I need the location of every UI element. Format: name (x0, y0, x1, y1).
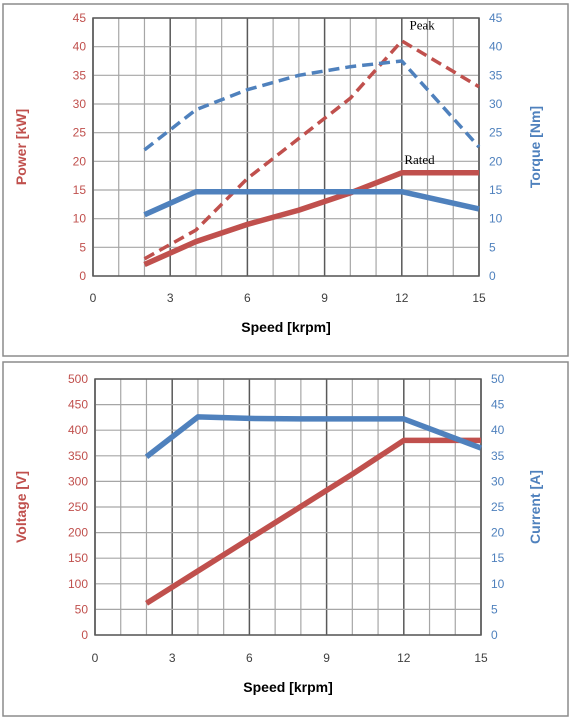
x-axis-title: Speed [krpm] (243, 679, 332, 695)
x-tick-label: 6 (246, 651, 253, 665)
annotation-rated: Rated (404, 152, 435, 167)
y-tick-label: 10 (73, 212, 87, 226)
y-tick-label: 300 (68, 474, 88, 488)
x-tick-label: 3 (167, 291, 174, 305)
x-tick-label: 9 (321, 291, 328, 305)
x-tick-label: 9 (323, 651, 330, 665)
y-tick-label: 35 (73, 68, 87, 82)
y-axis-title: Power [kW] (13, 109, 29, 185)
x-tick-label: 12 (397, 651, 411, 665)
y2-tick-label: 40 (489, 40, 503, 54)
y-tick-label: 40 (73, 40, 87, 54)
y2-tick-label: 5 (489, 240, 496, 254)
y-tick-label: 50 (75, 602, 89, 616)
y2-axis-title: Torque [Nm] (527, 106, 543, 188)
power-torque-chart: 0 5 10 15 20 25 30 35 40 45 0 5 10 15 20 25 30 35 40 45 0 3 6 9… (13, 11, 543, 335)
x-tick-label: 0 (92, 651, 99, 665)
x-tick-label: 0 (90, 291, 97, 305)
y2-tick-label: 10 (491, 577, 505, 591)
y-tick-label: 150 (68, 551, 88, 565)
y2-tick-label: 10 (489, 212, 503, 226)
y2-axis-title: Current [A] (527, 470, 543, 544)
series-line-red-solid-left (145, 437, 481, 606)
y2-tick-label: 50 (491, 372, 505, 386)
y-tick-label: 200 (68, 526, 88, 540)
y2-tick-label: 45 (489, 11, 503, 25)
y-tick-label: 0 (79, 269, 86, 283)
y2-tick-label: 35 (489, 68, 503, 82)
y2-tick-label: 30 (491, 474, 505, 488)
y-tick-label: 15 (73, 183, 87, 197)
y-tick-label: 30 (73, 97, 87, 111)
series-line-blue-solid-right (143, 188, 480, 218)
y-tick-label: 25 (73, 126, 87, 140)
x-tick-label: 3 (169, 651, 176, 665)
y-tick-label: 500 (68, 372, 88, 386)
chart-panel-power-torque (2, 3, 569, 357)
plot-area (94, 378, 482, 636)
voltage-current-chart: 0501001502002503003504004505000510152025… (13, 372, 543, 695)
x-tick-label: 12 (395, 291, 409, 305)
y-tick-label: 250 (68, 500, 88, 514)
y2-tick-label: 15 (491, 551, 505, 565)
gridlines (94, 378, 482, 636)
y-axis-title: Voltage [V] (13, 471, 29, 543)
y2-tick-label: 45 (491, 398, 505, 412)
y2-tick-label: 20 (491, 526, 505, 540)
x-tick-label: 15 (472, 291, 486, 305)
series-line-red-solid-left (143, 170, 479, 268)
y2-tick-label: 0 (489, 269, 496, 283)
y2-tick-label: 0 (491, 628, 498, 642)
y2-tick-label: 20 (489, 154, 503, 168)
y-tick-label: 20 (73, 154, 87, 168)
x-axis-title: Speed [krpm] (241, 319, 330, 335)
series-line-blue-solid-right (144, 414, 482, 459)
y2-tick-label: 5 (491, 602, 498, 616)
y2-tick-label: 15 (489, 183, 503, 197)
x-tick-label: 6 (244, 291, 251, 305)
y-tick-label: 450 (68, 398, 88, 412)
y-tick-label: 350 (68, 449, 88, 463)
y-tick-label: 400 (68, 423, 88, 437)
y2-tick-label: 25 (491, 500, 505, 514)
y-tick-label: 0 (81, 628, 88, 642)
series-line-red-dashed-left (143, 39, 480, 261)
y-tick-label: 100 (68, 577, 88, 591)
series-line-blue-dashed-right (143, 59, 481, 152)
y-tick-label: 45 (73, 11, 87, 25)
y2-tick-label: 35 (491, 449, 505, 463)
y2-tick-label: 25 (489, 126, 503, 140)
annotation-peak: Peak (410, 17, 436, 32)
y2-tick-label: 40 (491, 423, 505, 437)
y2-tick-label: 30 (489, 97, 503, 111)
x-tick-label: 15 (474, 651, 488, 665)
y-tick-label: 5 (79, 240, 86, 254)
